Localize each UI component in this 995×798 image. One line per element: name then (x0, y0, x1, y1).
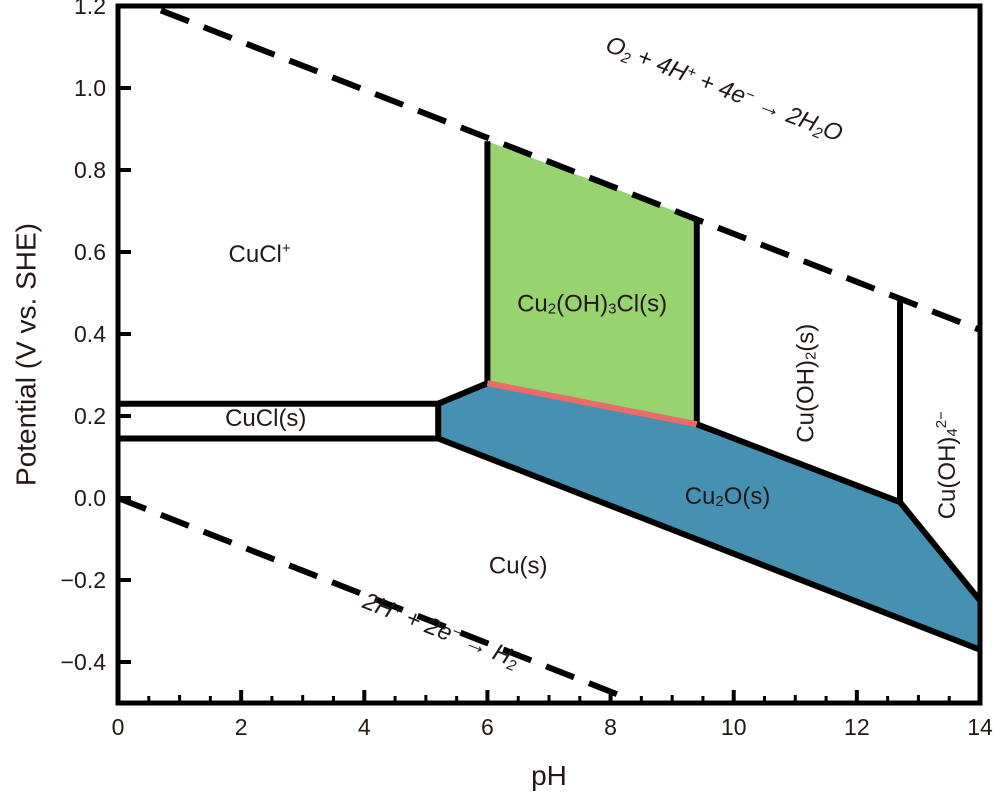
label-fragment: CuCl(s) (225, 405, 306, 432)
x-tick-label: 12 (844, 714, 870, 740)
y-tick-label: 0.0 (74, 485, 106, 511)
reaction-label-0: O2 + 4H+ + 4e− → 2H2O (601, 31, 846, 149)
label-fragment: Cl(s) (616, 291, 667, 318)
label-fragment: Cu (517, 291, 548, 318)
boundary-line-7 (695, 421, 902, 505)
label-fragment: 2 (548, 300, 556, 317)
region-label-6: Cu(OH)42− (933, 411, 961, 519)
x-tick-label: 4 (358, 714, 371, 740)
label-fragment: 4 (944, 428, 961, 436)
axis-ticks: 0 2 4 6 8 10 12 14 −0.4 −0.2 0.0 0.2 0.4 0.6 0.8 1.0 1.2 (61, 0, 993, 740)
boundary-line-6 (486, 380, 698, 428)
region-label-2: CuCl(s) (225, 405, 306, 432)
boundary-line-8 (897, 500, 980, 603)
label-fragment: 2 (715, 493, 723, 510)
region-label-5: Cu(OH)2(s) (793, 324, 820, 443)
y-tick-label: 0.2 (74, 403, 106, 429)
label-fragment: Cu(s) (489, 553, 548, 580)
x-tick-label: 10 (721, 714, 747, 740)
label-fragment: CuCl (229, 241, 282, 268)
y-tick-label: 1.0 (74, 75, 106, 101)
region-fill-1 (487, 141, 697, 425)
region-label-1: Cu2(OH)3Cl(s) (517, 291, 667, 318)
y-tick-label: −0.4 (61, 649, 107, 675)
x-tick-label: 0 (112, 714, 125, 740)
label-fragment: O (819, 116, 846, 148)
label-fragment: 2 (802, 352, 819, 360)
y-tick-label: 0.6 (74, 239, 106, 265)
reference-lines (118, 6, 980, 702)
y-tick-label: 1.2 (74, 0, 106, 19)
y-tick-label: 0.8 (74, 157, 106, 183)
region-fill-3 (438, 383, 980, 650)
x-tick-label: 14 (967, 714, 993, 740)
region-label-0: CuCl+ (229, 240, 291, 268)
y-tick-label: −0.2 (61, 567, 106, 593)
label-fragment: → 2H (748, 88, 822, 138)
label-fragment: (OH) (556, 291, 608, 318)
label-fragment: 2H (358, 587, 398, 624)
x-tick-label: 8 (604, 714, 617, 740)
label-fragment: Cu(OH) (793, 360, 820, 443)
label-fragment: Cu (685, 483, 716, 510)
region-fills (438, 141, 980, 650)
label-fragment: + 4e (689, 65, 749, 110)
y-tick-label: 0.4 (74, 321, 106, 347)
reference-line-0 (141, 6, 980, 333)
x-tick-label: 6 (481, 714, 494, 740)
label-fragment: Cu(OH) (935, 437, 962, 520)
label-fragment: (s) (793, 324, 820, 352)
region-label-3: Cu2O(s) (685, 483, 771, 510)
label-fragment: → H (454, 625, 515, 670)
boundary-line-10 (437, 435, 980, 653)
label-fragment: O(s) (724, 483, 771, 510)
label-fragment: + 2e (396, 602, 456, 647)
label-fragment: + 4H (627, 41, 691, 87)
label-fragment: 2− (933, 411, 950, 428)
label-fragment: 3 (608, 300, 616, 317)
x-axis-title: pH (531, 760, 567, 791)
region-label-4: Cu(s) (489, 553, 548, 580)
reaction-label-1: 2H+ + 2e− → H2 (357, 587, 523, 675)
phase-boundaries (118, 141, 980, 653)
boundary-line-3 (437, 380, 489, 407)
label-fragment: + (282, 240, 291, 257)
x-tick-label: 2 (235, 714, 248, 740)
y-axis-title: Potential (V vs. SHE) (10, 223, 41, 486)
